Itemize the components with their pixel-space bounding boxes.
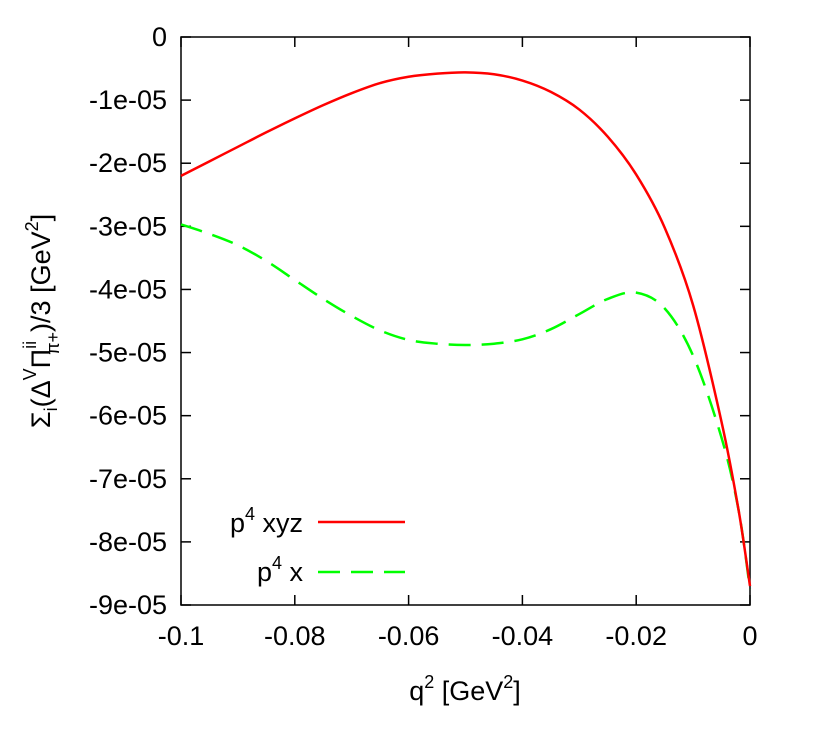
plot-frame	[180, 36, 751, 606]
x-tick-label: -0.02	[605, 621, 667, 651]
y-tick-label: -8e-05	[89, 527, 167, 557]
series-line-p4-xyz	[180, 71, 752, 587]
y-tick-label: -5e-05	[89, 338, 167, 368]
y-tick-label: -9e-05	[89, 590, 167, 620]
x-tick-label: -0.08	[264, 621, 326, 651]
y-tick-label: -7e-05	[89, 464, 167, 494]
y-tick-label: -2e-05	[89, 148, 167, 178]
series-lines	[180, 71, 752, 590]
x-tick-label: -0.04	[492, 621, 554, 651]
x-tick-labels: -0.1 -0.08 -0.06 -0.04 -0.02 0	[158, 621, 758, 651]
y-tick-labels: 0 -1e-05 -2e-05 -3e-05 -4e-05 -5e-05 -6e-05 -7e…	[89, 22, 167, 620]
y-tick-label: -1e-05	[89, 85, 167, 115]
legend-label-p4-xyz: p4 xyz	[230, 504, 303, 538]
legend: p4 xyz p4 x	[230, 504, 405, 587]
x-axis-title: q2 [GeV2]	[409, 672, 521, 706]
x-tick-label: 0	[742, 621, 757, 651]
series-line-p4-x	[180, 223, 752, 590]
y-tick-label: -4e-05	[89, 274, 167, 304]
y-tick-label: -6e-05	[89, 401, 167, 431]
legend-label-p4-x: p4 x	[257, 553, 304, 587]
ticks	[180, 36, 751, 606]
y-tick-label: 0	[152, 22, 167, 52]
y-tick-label: -3e-05	[89, 211, 167, 241]
y-axis-title: Σi(ΔVΠii π+)/3 [GeV2]	[20, 214, 63, 428]
x-tick-label: -0.06	[378, 621, 440, 651]
x-tick-label: -0.1	[158, 621, 205, 651]
